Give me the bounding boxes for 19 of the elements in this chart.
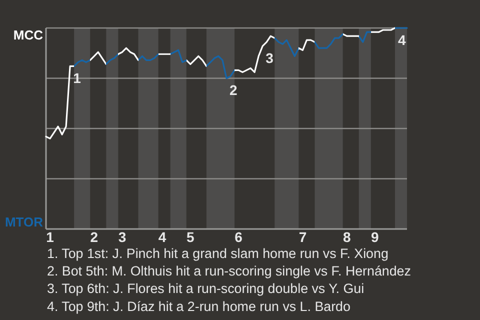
x-tick-label: 3 bbox=[118, 228, 126, 245]
x-tick-label: 8 bbox=[342, 228, 351, 245]
annotation: 4 bbox=[398, 32, 406, 48]
annotation: 2 bbox=[230, 82, 238, 98]
text: 1. Top 1st: J. Pinch hit a grand slam home run vs F. Xiong bbox=[47, 246, 388, 261]
x-tick-label: 7 bbox=[298, 228, 307, 245]
x-tick-label: 2 bbox=[90, 228, 98, 245]
x-tick-label: 9 bbox=[371, 228, 380, 245]
text: 3. Top 6th: J. Flores hit a run-scoring double vs Y. Gui bbox=[47, 281, 364, 296]
x-tick-label: 6 bbox=[234, 228, 243, 245]
annotation: 3 bbox=[266, 50, 274, 66]
x-tick-label: 5 bbox=[186, 228, 194, 245]
text: 4. Top 9th: J. Díaz hit a 2-run home run vs L. Bardo bbox=[47, 298, 350, 314]
annotation: 1 bbox=[73, 70, 82, 86]
text: MTOR bbox=[4, 214, 44, 230]
x-tick-label: 1 bbox=[46, 228, 54, 245]
text: MCC bbox=[13, 28, 44, 43]
x-tick-label: 4 bbox=[158, 228, 166, 245]
text: 2. Bot 5th: M. Olthuis hit a run-scoring single vs F. Hernández bbox=[47, 264, 412, 279]
